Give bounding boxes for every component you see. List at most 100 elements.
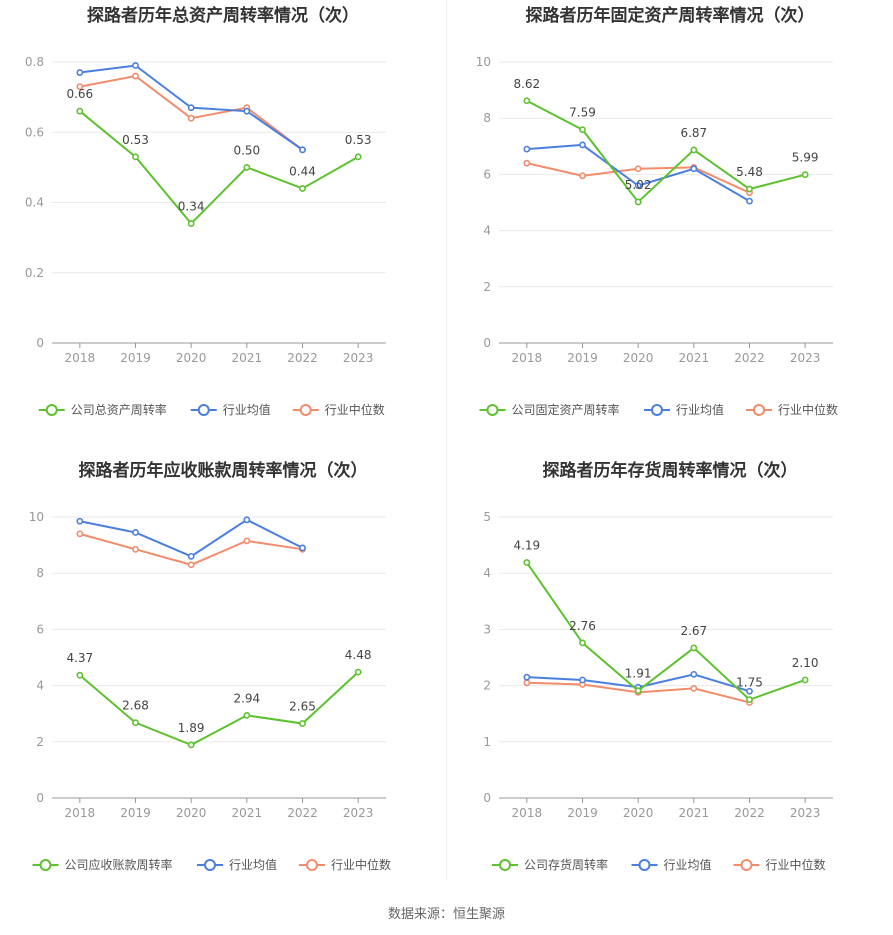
y-tick-label: 0.4 xyxy=(25,196,44,210)
x-tick-label: 2018 xyxy=(512,806,543,820)
legend-marker xyxy=(651,404,663,416)
data-point-avg xyxy=(243,107,251,115)
y-tick-label: 10 xyxy=(476,55,491,69)
y-tick-label: 10 xyxy=(29,510,44,524)
x-tick-label: 2023 xyxy=(343,351,374,365)
data-point-avg xyxy=(243,516,251,524)
legend-marker xyxy=(740,859,753,871)
data-point-avg xyxy=(746,687,753,695)
legend-marker xyxy=(499,859,511,871)
x-tick-label: 2020 xyxy=(623,806,654,820)
data-point-avg xyxy=(523,145,531,153)
data-point-company xyxy=(801,171,809,179)
data-point-avg xyxy=(746,197,753,205)
y-tick-label: 0 xyxy=(36,336,44,350)
legend-label: 行业中位数 xyxy=(325,402,385,417)
data-label: 0.53 xyxy=(345,133,372,147)
x-tick-label: 2023 xyxy=(790,351,821,365)
legend-label: 公司固定资产周转率 xyxy=(512,402,620,417)
data-point-median xyxy=(187,114,195,122)
data-point-company xyxy=(746,185,753,193)
x-tick-label: 2019 xyxy=(567,806,598,820)
data-point-company xyxy=(523,97,531,105)
x-tick-label: 2022 xyxy=(287,806,318,820)
chart-title: 探路者历年应收账款周转率情况（次） xyxy=(79,460,368,481)
data-point-company xyxy=(243,711,251,719)
data-point-company xyxy=(76,107,84,115)
y-tick-label: 0.2 xyxy=(25,266,44,280)
legend-item-median: 行业中位数 xyxy=(746,402,838,417)
legend-label: 公司存货周转率 xyxy=(524,857,608,872)
data-label: 2.65 xyxy=(289,700,316,714)
y-tick-label: 8 xyxy=(483,111,491,125)
series-line-company xyxy=(79,671,359,746)
legend-label: 行业均值 xyxy=(223,402,271,417)
chart-title: 探路者历年总资产周转率情况（次） xyxy=(87,5,359,26)
x-tick-label: 2022 xyxy=(734,351,765,365)
y-tick-label: 0 xyxy=(483,336,491,350)
y-tick-label: 5 xyxy=(483,510,491,524)
data-label: 2.67 xyxy=(680,624,707,638)
legend-marker xyxy=(486,404,499,416)
data-point-avg xyxy=(132,529,139,536)
data-point-median xyxy=(132,72,139,80)
legend-item-avg: 行业均值 xyxy=(190,402,271,417)
x-tick-label: 2022 xyxy=(734,806,765,820)
chart-svg: 探路者历年存货周转率情况（次） 0 1 2 3 4 5 2018 2019 2020 2021 202… xyxy=(483,460,833,872)
y-tick-label: 1 xyxy=(483,735,491,749)
data-point-avg xyxy=(690,670,698,678)
data-point-company xyxy=(354,153,362,161)
legend-marker xyxy=(638,859,651,871)
legend-marker xyxy=(306,859,318,871)
data-point-avg xyxy=(579,676,586,684)
data-point-company xyxy=(523,559,531,566)
legend-label: 公司应收账款周转率 xyxy=(65,857,173,872)
y-tick-label: 8 xyxy=(36,566,44,580)
y-tick-label: 4 xyxy=(483,224,491,238)
legend-marker xyxy=(39,859,52,871)
data-label: 5.48 xyxy=(736,165,763,179)
y-tick-label: 4 xyxy=(36,679,44,693)
data-label: 0.44 xyxy=(289,164,316,178)
data-label: 1.89 xyxy=(178,721,205,735)
data-label: 2.68 xyxy=(122,699,149,713)
chart-inventory-turnover: 探路者历年存货周转率情况（次） 0 1 2 3 4 5 2018 2019 2020 2021 202… xyxy=(447,455,893,910)
data-point-company xyxy=(579,639,586,647)
data-point-company xyxy=(579,126,586,134)
legend-item-median: 行业中位数 xyxy=(292,402,385,417)
legend-label: 行业中位数 xyxy=(766,857,826,872)
data-point-median xyxy=(523,159,531,167)
data-label: 4.37 xyxy=(66,651,93,665)
data-point-median xyxy=(243,537,251,545)
legend-item-company: 公司固定资产周转率 xyxy=(479,402,620,417)
data-point-avg xyxy=(299,544,306,552)
x-tick-label: 2022 xyxy=(287,351,318,365)
data-point-company xyxy=(132,719,139,727)
data-point-company xyxy=(746,696,753,704)
data-source-note: 数据来源：恒生聚源 xyxy=(387,907,505,922)
series-line-company xyxy=(526,561,806,701)
data-point-avg xyxy=(76,69,84,76)
chart-fixed-asset-turnover: 探路者历年固定资产周转率情况（次） 0 2 4 6 8 10 2018 2019 2020 2021… xyxy=(447,0,893,455)
x-tick-label: 2023 xyxy=(790,806,821,820)
x-tick-label: 2023 xyxy=(343,806,374,820)
data-point-avg xyxy=(76,517,84,525)
legend-item-median: 行业中位数 xyxy=(733,857,826,872)
legend-item-avg: 行业均值 xyxy=(631,857,712,872)
y-tick-label: 2 xyxy=(483,280,491,294)
data-point-company xyxy=(76,671,84,679)
legend-marker xyxy=(45,404,58,416)
legend-item-avg: 行业均值 xyxy=(197,857,277,872)
data-point-company xyxy=(187,741,195,749)
legend-item-avg: 行业均值 xyxy=(644,402,724,417)
data-label: 0.34 xyxy=(178,200,205,214)
series-line-median xyxy=(79,532,303,566)
data-point-median xyxy=(187,561,195,569)
data-point-median xyxy=(579,172,586,180)
legend-label: 行业中位数 xyxy=(778,402,838,417)
data-point-median xyxy=(76,530,84,538)
data-point-company xyxy=(690,146,698,154)
y-tick-label: 2 xyxy=(36,735,44,749)
series-line-avg xyxy=(79,518,303,558)
data-label: 2.10 xyxy=(792,656,819,670)
